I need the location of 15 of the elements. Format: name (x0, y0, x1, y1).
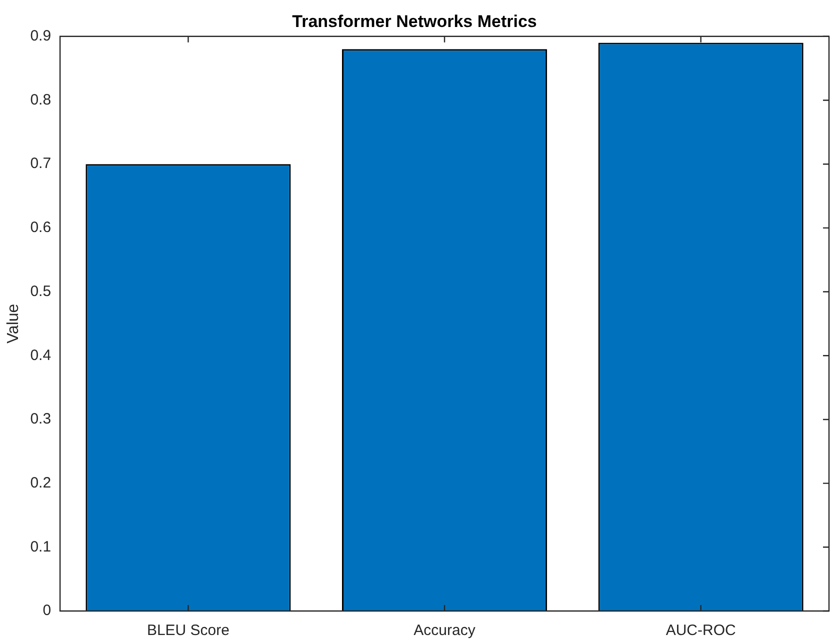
chart-title: Transformer Networks Metrics (292, 12, 537, 31)
y-tick-label: 0.7 (30, 155, 52, 172)
y-tick-label: 0.2 (30, 474, 52, 492)
y-tick-label: 0.9 (30, 28, 52, 45)
y-tick-label: 0.4 (30, 346, 52, 364)
x-tick-label: Accuracy (414, 622, 476, 640)
y-tick-label: 0.8 (30, 91, 52, 108)
y-tick-label: 0.6 (30, 219, 52, 236)
y-tick-label: 0 (42, 602, 52, 620)
y-tick-label: 0.5 (30, 282, 52, 300)
y-axis-title: Value (5, 304, 22, 344)
x-tick-label: AUC-ROC (666, 622, 736, 640)
y-tick-label: 0.1 (30, 538, 52, 556)
y-tick-label: 0.3 (30, 410, 52, 428)
x-tick-label: BLEU Score (146, 622, 230, 640)
